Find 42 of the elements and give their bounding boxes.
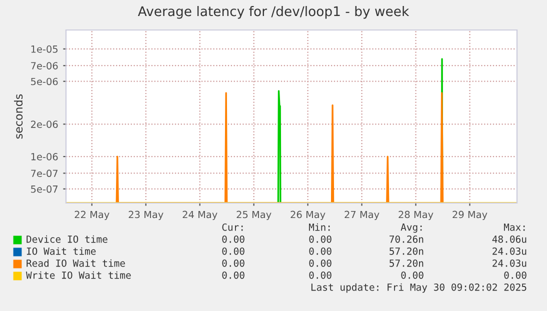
x-tick-label: 22 May [74, 210, 110, 220]
y-tick-label: 5e-06 [31, 78, 58, 86]
legend-label: Read IO Wait time [26, 259, 125, 267]
x-tick-label: 23 May [128, 210, 164, 220]
text: Min: [308, 223, 330, 231]
legend-label: Write IO Wait time [26, 271, 131, 279]
x-tick-label: 28 May [398, 210, 434, 220]
text: 0.00 [309, 271, 332, 279]
text: Cur: [222, 223, 243, 231]
text: Max: [504, 224, 525, 231]
text: 0.00 [401, 271, 424, 279]
text: 0.00 [504, 271, 526, 279]
y-axis-title: seconds [14, 94, 23, 139]
text: 0.00 [222, 247, 244, 255]
text: 70.26n [390, 235, 424, 243]
y-tick-label: 1e-05 [31, 45, 58, 53]
x-tick-label: 29 May [452, 210, 488, 220]
text: 24.03u [492, 247, 526, 255]
legend-label: Device IO time [26, 235, 108, 243]
y-tick-label: 2e-06 [31, 120, 58, 128]
y-tick-label: 7e-07 [31, 170, 58, 178]
x-tick-label: 26 May [290, 210, 326, 220]
legend-label: IO Wait time [26, 247, 96, 255]
text: 0.00 [309, 235, 332, 243]
text: Last update: Fri May 30 09:02:02 2025 [311, 283, 526, 293]
x-tick-label: 24 May [182, 210, 218, 220]
text: 0.00 [309, 259, 332, 267]
text: 48.06u [492, 235, 526, 243]
y-tick-label: 5e-07 [31, 185, 58, 193]
x-tick-label: 25 May [236, 210, 272, 220]
text: 57.20n [390, 259, 424, 267]
text: Avg: [400, 224, 422, 233]
text: 0.00 [222, 235, 244, 243]
text: 0.00 [222, 271, 244, 279]
x-tick-label: 27 May [344, 210, 380, 220]
chart-title: Average latency for /dev/loop1 - by week [138, 6, 410, 19]
text: 0.00 [222, 259, 244, 267]
text: 24.03u [492, 259, 526, 267]
y-tick-label: 1e-06 [31, 153, 58, 160]
text: 0.00 [309, 247, 332, 255]
text: 57.20n [390, 247, 424, 255]
y-tick-label: 7e-06 [31, 62, 58, 70]
